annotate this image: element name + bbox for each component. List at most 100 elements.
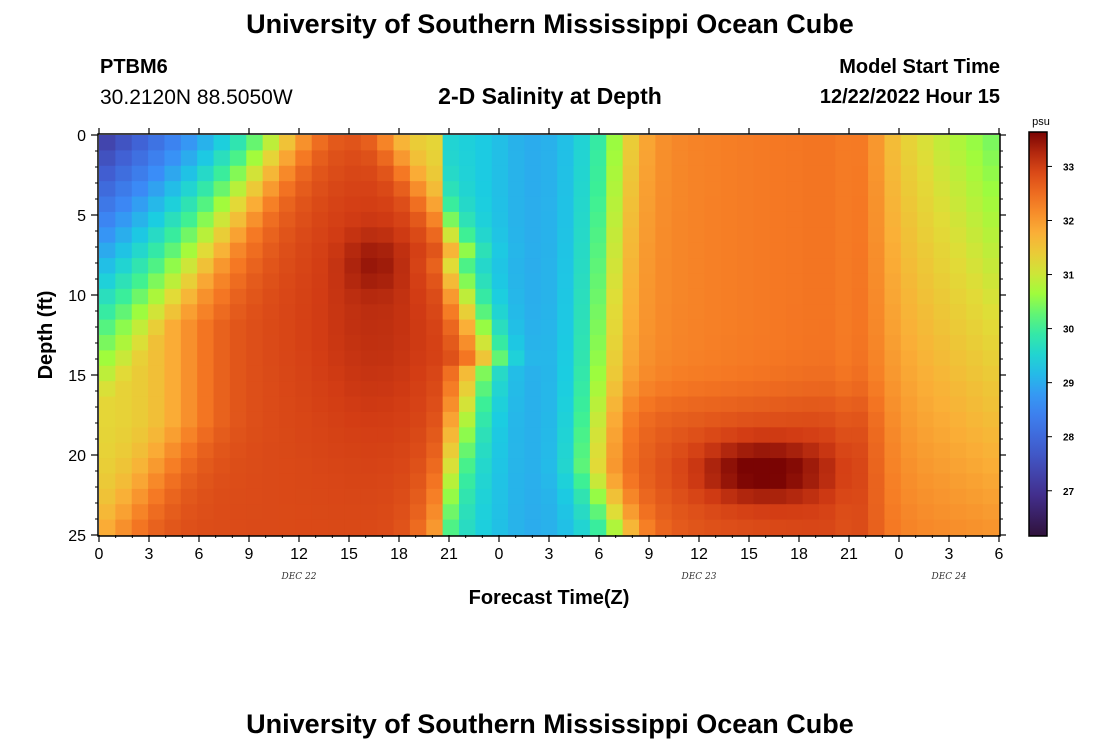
heatmap-cell — [868, 350, 886, 367]
heatmap-cell — [344, 365, 362, 382]
heatmap-cell — [229, 519, 247, 536]
heatmap-cell — [949, 335, 967, 351]
heatmap-cell — [409, 181, 427, 198]
heatmap-cell — [802, 488, 820, 505]
heatmap-cell — [344, 288, 362, 305]
heatmap-cell — [409, 427, 427, 444]
heatmap-cell — [213, 458, 231, 475]
heatmap-cell — [982, 488, 1000, 505]
heatmap-cell — [148, 181, 166, 198]
heatmap-cell — [819, 411, 836, 428]
day-label: DEC 23 — [681, 572, 717, 582]
heatmap-cell — [851, 335, 869, 351]
heatmap-cell — [115, 473, 133, 490]
heatmap-cell — [933, 488, 951, 505]
heatmap-cell — [819, 196, 836, 213]
heatmap-cell — [442, 196, 460, 213]
heatmap-cell — [819, 181, 836, 198]
heatmap-cell — [99, 396, 116, 413]
heatmap-cell — [769, 165, 787, 182]
heatmap-cell — [393, 288, 411, 305]
heatmap-cell — [753, 319, 771, 336]
heatmap-cell — [393, 196, 411, 213]
heatmap-cell — [442, 181, 460, 198]
heatmap-cell — [900, 335, 918, 351]
heatmap-cell — [671, 196, 689, 213]
heatmap-cell — [508, 488, 526, 505]
heatmap-cell — [802, 258, 820, 275]
heatmap-cell — [262, 335, 280, 351]
heatmap-cell — [819, 150, 836, 167]
heatmap-cell — [491, 504, 509, 521]
heatmap-cell — [508, 365, 526, 382]
heatmap-cell — [655, 350, 673, 367]
heatmap-cell — [164, 135, 182, 151]
heatmap-cell — [802, 442, 820, 459]
heatmap-cell — [393, 150, 411, 167]
heatmap-cell — [835, 488, 853, 505]
heatmap-cell — [753, 411, 771, 428]
heatmap-cell — [917, 181, 935, 198]
heatmap-cell — [328, 150, 346, 167]
heatmap-cell — [835, 181, 853, 198]
heatmap-cell — [982, 181, 1000, 198]
heatmap-cell — [148, 504, 166, 521]
heatmap-cell — [295, 304, 313, 321]
heatmap-cell — [262, 442, 280, 459]
heatmap-cell — [279, 258, 296, 275]
heatmap-cell — [573, 458, 591, 475]
heatmap-cell — [753, 135, 771, 151]
heatmap-cell — [949, 288, 967, 305]
heatmap-cell — [786, 319, 804, 336]
heatmap-cell — [622, 150, 640, 167]
heatmap-cell — [328, 335, 346, 351]
heatmap-cell — [851, 196, 869, 213]
heatmap-cell — [524, 427, 542, 444]
heatmap-cell — [442, 242, 460, 259]
heatmap-cell — [622, 227, 640, 244]
heatmap-cell — [589, 211, 607, 228]
heatmap-cell — [573, 288, 591, 305]
heatmap-cell — [115, 258, 133, 275]
heatmap-cell — [917, 488, 935, 505]
heatmap-cell — [524, 442, 542, 459]
heatmap-cell — [475, 473, 493, 490]
heatmap-cell — [475, 135, 493, 151]
heatmap-cell — [115, 411, 133, 428]
heatmap-cell — [606, 473, 624, 490]
heatmap-cell — [295, 350, 313, 367]
heatmap-cell — [311, 211, 329, 228]
heatmap-cell — [966, 396, 984, 413]
heatmap-cell — [131, 288, 149, 305]
heatmap-cell — [900, 150, 918, 167]
heatmap-cell — [933, 519, 951, 536]
heatmap-cell — [295, 165, 313, 182]
heatmap-cell — [655, 258, 673, 275]
heatmap-cell — [688, 396, 706, 413]
heatmap-cell — [115, 350, 133, 367]
heatmap-cell — [949, 258, 967, 275]
heatmap-cell — [720, 427, 738, 444]
heatmap-cell — [802, 319, 820, 336]
heatmap-cell — [508, 135, 526, 151]
heatmap-cell — [229, 442, 247, 459]
heatmap-cell — [868, 488, 886, 505]
heatmap-cell — [884, 288, 902, 305]
heatmap-cell — [639, 258, 656, 275]
heatmap-cell — [99, 288, 116, 305]
heatmap-cell — [262, 258, 280, 275]
heatmap-cell — [949, 411, 967, 428]
heatmap-cell — [835, 196, 853, 213]
heatmap-cell — [982, 242, 1000, 259]
heatmap-cell — [982, 519, 1000, 536]
heatmap-cell — [148, 519, 166, 536]
heatmap-cell — [279, 458, 296, 475]
colorbar-tick-label: 31 — [1063, 271, 1075, 282]
heatmap-cell — [737, 242, 755, 259]
heatmap-cell — [246, 335, 264, 351]
heatmap-cell — [589, 181, 607, 198]
heatmap-cell — [508, 273, 526, 290]
heatmap-cell — [753, 335, 771, 351]
heatmap-cell — [475, 381, 493, 398]
heatmap-cell — [213, 227, 231, 244]
